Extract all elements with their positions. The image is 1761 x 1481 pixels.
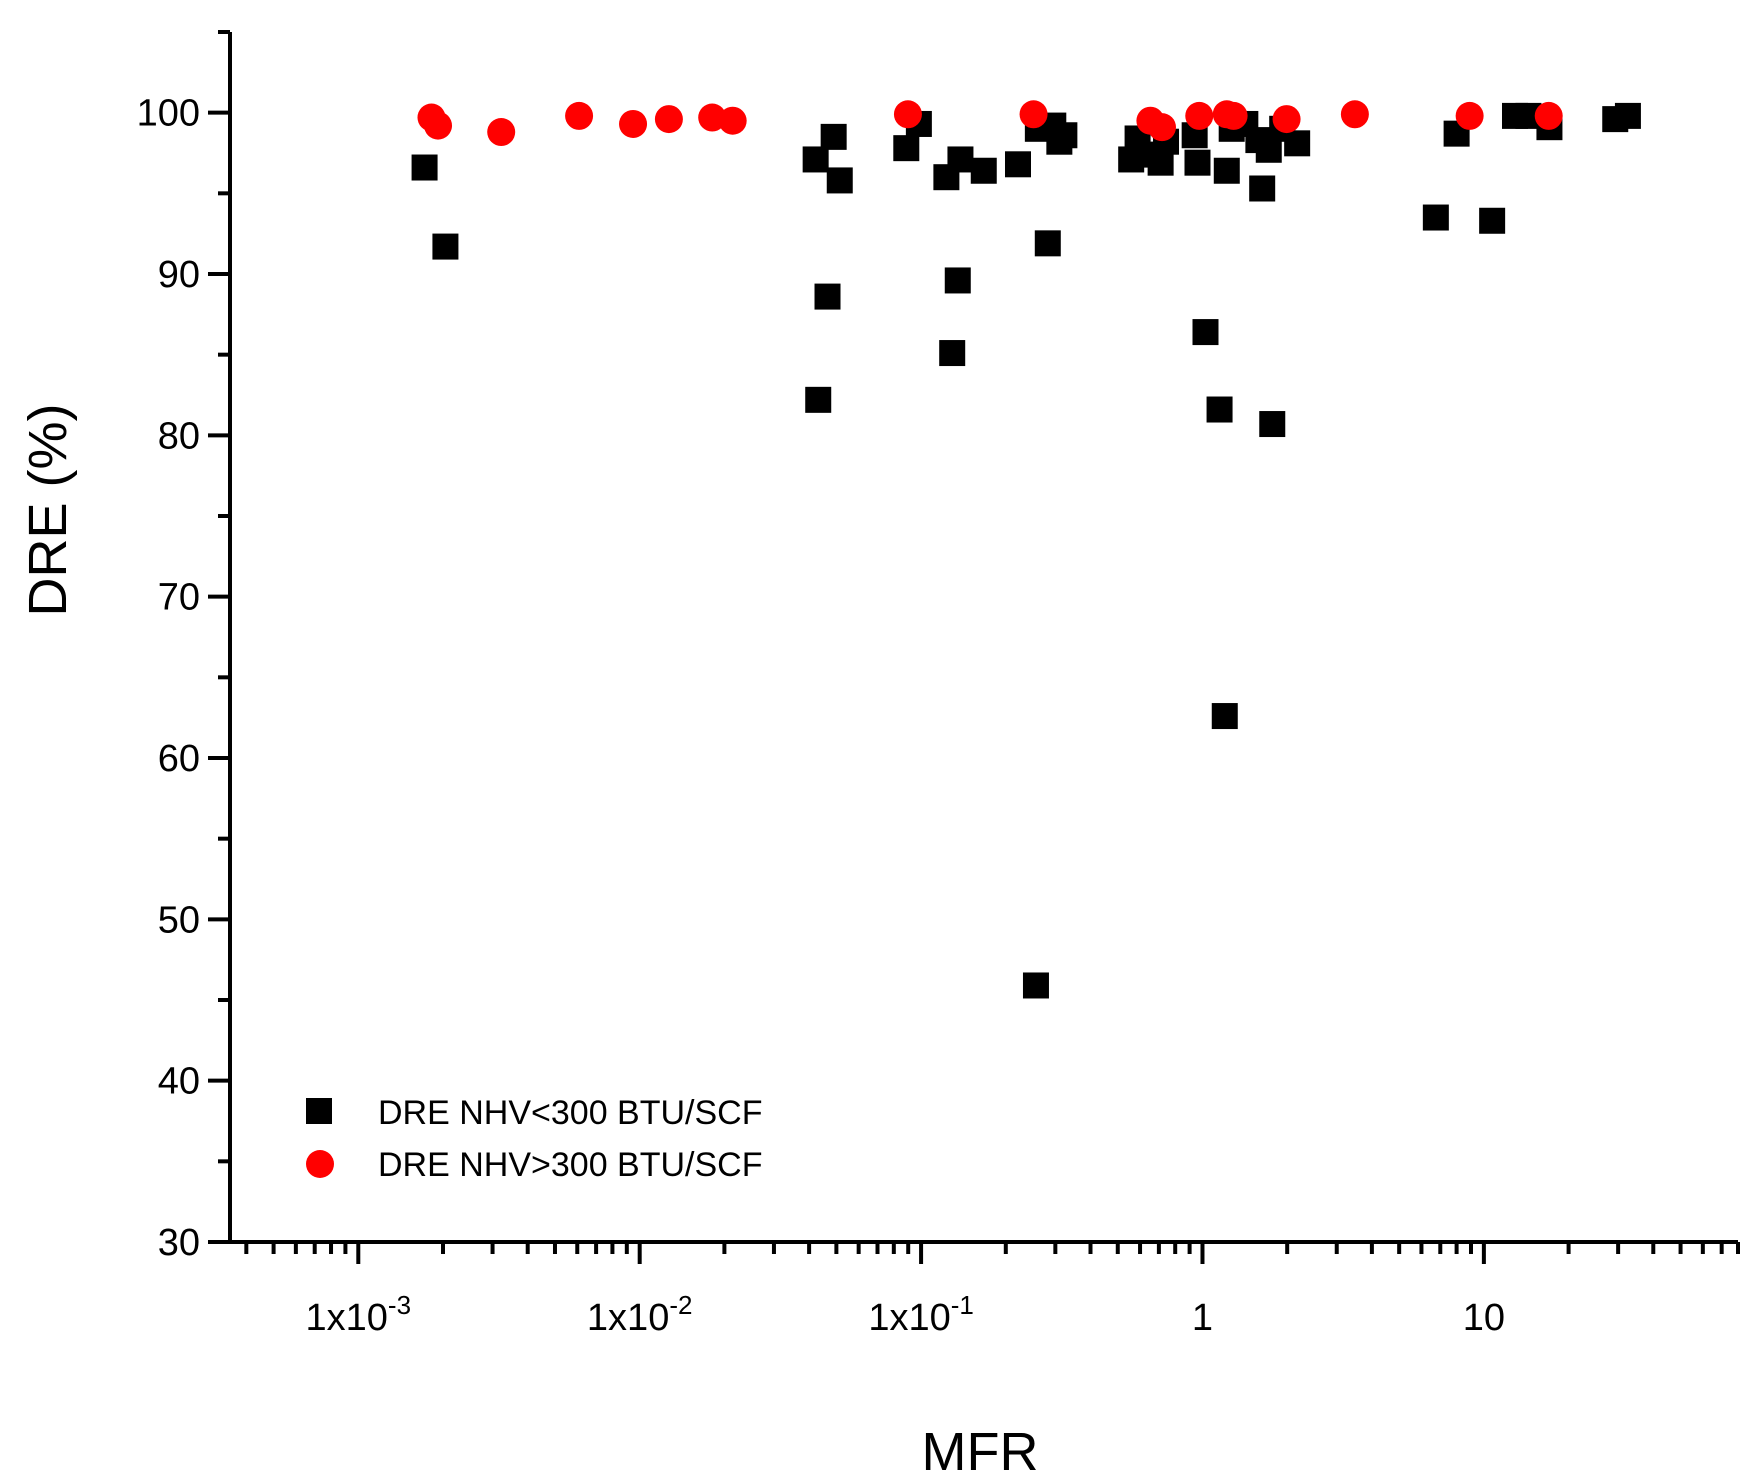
series-1-point xyxy=(1422,204,1449,231)
legend: DRE NHV<300 BTU/SCF DRE NHV>300 BTU/SCF xyxy=(306,1094,763,1184)
y-tick-label: 80 xyxy=(158,415,200,457)
series-1-point xyxy=(947,146,974,173)
series-2-point xyxy=(619,109,648,138)
x-tick-label: 1x10-2 xyxy=(587,1290,693,1339)
series-2-point xyxy=(1534,101,1563,130)
series-1-point xyxy=(970,157,997,184)
series-1-point xyxy=(1249,175,1276,202)
series-2-point xyxy=(487,118,516,147)
x-axis-title: MFR xyxy=(922,1422,1039,1481)
series-1-point xyxy=(1022,972,1049,999)
legend-label-series-2: DRE NHV>300 BTU/SCF xyxy=(378,1146,763,1184)
series-1-point xyxy=(1004,151,1031,178)
series-1-point xyxy=(805,386,832,413)
series-1-point xyxy=(1206,396,1233,423)
series-1-point xyxy=(802,146,829,173)
y-tick-label: 60 xyxy=(158,738,200,780)
series-1-point xyxy=(1192,319,1219,346)
series-1-point xyxy=(939,340,966,367)
x-tick-label: 1x10-1 xyxy=(868,1290,974,1339)
x-axis: 1x10-3 1x10-2 1x10-1 1 10 xyxy=(230,1240,1740,1339)
y-tick-label: 50 xyxy=(158,899,200,941)
series-2-point xyxy=(1219,101,1248,130)
y-axis: 30 40 50 60 70 80 90 100 xyxy=(137,30,232,1264)
y-tick-label: 90 xyxy=(158,254,200,296)
series-1-point xyxy=(1034,230,1061,257)
y-axis-title: DRE (%) xyxy=(18,404,78,617)
series-2-point xyxy=(718,106,747,135)
series-1-point xyxy=(1259,411,1286,438)
series-2-point xyxy=(1019,100,1048,129)
y-tick-label: 70 xyxy=(158,577,200,619)
series-1-point xyxy=(432,233,459,260)
series-2-point xyxy=(1272,105,1301,134)
series-1-point xyxy=(814,283,841,310)
series-1-point xyxy=(826,167,853,194)
series-2-point xyxy=(1185,101,1214,130)
series-1-point xyxy=(1479,207,1506,234)
y-tick-label: 40 xyxy=(158,1061,200,1103)
series-1-point xyxy=(820,123,847,150)
series-1-point xyxy=(1051,122,1078,149)
series-1-point xyxy=(944,267,971,294)
series-2-point xyxy=(565,101,594,130)
legend-square-marker xyxy=(306,1098,332,1124)
series-2-point xyxy=(1340,100,1369,129)
series-1-point xyxy=(1184,149,1211,176)
x-tick-label: 1 xyxy=(1192,1297,1213,1339)
legend-circle-marker xyxy=(306,1150,334,1178)
legend-label-series-1: DRE NHV<300 BTU/SCF xyxy=(378,1094,763,1132)
x-tick-label: 1x10-3 xyxy=(306,1290,412,1339)
series-2-point xyxy=(1147,113,1176,142)
series-1-point xyxy=(1614,102,1641,129)
x-tick-label: 10 xyxy=(1463,1297,1505,1339)
series-1-point xyxy=(1213,157,1240,184)
series-2-point xyxy=(424,111,453,140)
series-1-point xyxy=(411,154,438,181)
y-tick-label: 100 xyxy=(137,93,200,135)
series-1-point xyxy=(1284,130,1311,157)
plot-area xyxy=(411,100,1641,999)
series-2-point xyxy=(654,105,683,134)
series-2-point xyxy=(1455,101,1484,130)
series-1-point xyxy=(1211,703,1238,730)
series-1-point xyxy=(893,135,920,162)
series-2-point xyxy=(893,100,922,129)
y-tick-label: 30 xyxy=(158,1222,200,1264)
